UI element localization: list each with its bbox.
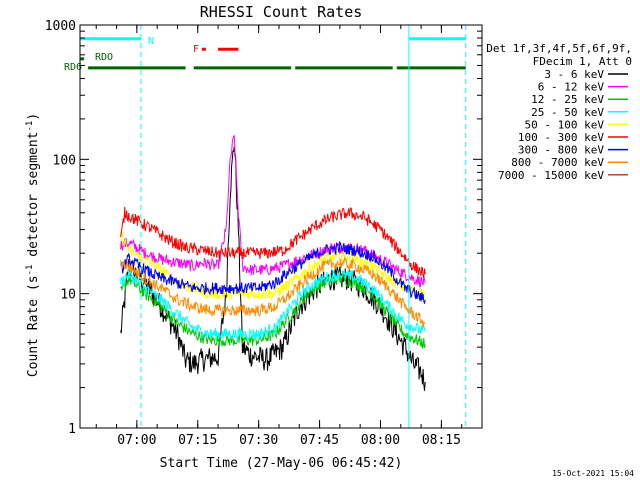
y-axis-label-mid: detector segment	[26, 132, 41, 265]
series-line-800-7000-kev	[120, 255, 426, 328]
series-line-300-800-kev	[120, 240, 426, 304]
footer-timestamp: 15-Oct-2021 15:04	[552, 469, 634, 478]
legend-label-300-800-kev: 300 - 800 keV	[518, 144, 604, 157]
x-axis-label: Start Time (27-May-06 06:45:42)	[160, 456, 403, 471]
y-axis-label-main: Count Rate (s	[26, 275, 41, 377]
legend-label-3-6-kev: 3 - 6 keV	[544, 68, 604, 81]
legend-label-100-300-kev: 100 - 300 keV	[518, 131, 604, 144]
series-layer	[120, 135, 426, 391]
y-tick-label: 10	[60, 288, 76, 303]
x-tick-label: 07:45	[300, 433, 339, 448]
series-line-50-100-kev	[120, 231, 426, 302]
legend-label-800-7000-kev: 800 - 7000 keV	[511, 156, 604, 169]
series-line-25-50-kev	[120, 267, 426, 342]
legend-label-12-25-kev: 12 - 25 keV	[531, 93, 604, 106]
y-tick-label: 1000	[45, 19, 76, 34]
status-label-rd6: RD6	[64, 62, 82, 73]
status-label-rdo: RDO	[95, 52, 113, 63]
y-tick-label: 1	[68, 422, 76, 437]
status-label-n: N	[148, 36, 154, 47]
x-axis-ticks: 07:00 07:15 07:30 07:45 08:00 08:15	[95, 25, 483, 448]
legend-header-line-2: FDecim 1, Att 0	[533, 55, 632, 68]
status-bars: RDO RD6 N F	[64, 36, 466, 73]
y-axis-label-end: )	[26, 113, 41, 121]
y-axis-label-sup2: -1	[25, 121, 35, 132]
plot-frame	[79, 24, 483, 429]
x-tick-label: 08:15	[422, 433, 461, 448]
y-axis-label-sup1: -1	[25, 265, 35, 276]
y-axis-ticks: 1 10 100 1000	[45, 19, 482, 437]
legend-label-25-50-kev: 25 - 50 keV	[531, 106, 604, 119]
legend-label-6-12-kev: 6 - 12 keV	[538, 81, 605, 94]
y-axis-label: Count Rate (s-1 detector segment-1)	[25, 113, 41, 377]
x-tick-label: 07:15	[178, 433, 217, 448]
series-line-100-300-kev	[120, 206, 426, 279]
x-tick-label: 07:00	[117, 433, 156, 448]
legend-label-7000-15000-kev: 7000 - 15000 keV	[498, 169, 604, 182]
x-tick-label: 07:30	[239, 433, 278, 448]
status-label-f: F	[193, 44, 199, 55]
series-line-12-25-kev	[120, 272, 426, 350]
legend-header-line-1: Det 1f,3f,4f,5f,6f,9f,	[486, 42, 632, 55]
x-tick-label: 08:00	[361, 433, 400, 448]
legend: Det 1f,3f,4f,5f,6f,9f, FDecim 1, Att 0 3…	[486, 42, 632, 182]
y-tick-label: 100	[53, 153, 76, 168]
chart-title: RHESSI Count Rates	[200, 3, 363, 21]
legend-label-50-100-kev: 50 - 100 keV	[525, 118, 605, 131]
